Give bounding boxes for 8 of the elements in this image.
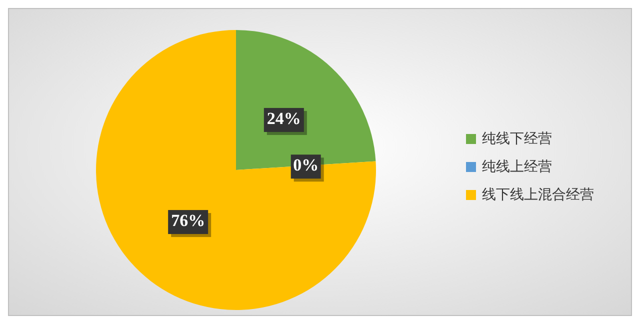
legend-label: 线下线上混合经营	[482, 186, 594, 203]
data-label: 76%	[171, 210, 206, 230]
data-label: 24%	[266, 108, 301, 128]
text: 0%	[293, 156, 319, 175]
pie-slice	[96, 30, 376, 310]
pie-slice	[236, 30, 376, 170]
legend-label: 纯线下经营	[482, 130, 552, 147]
legend-label: 纯线上经营	[482, 158, 552, 175]
